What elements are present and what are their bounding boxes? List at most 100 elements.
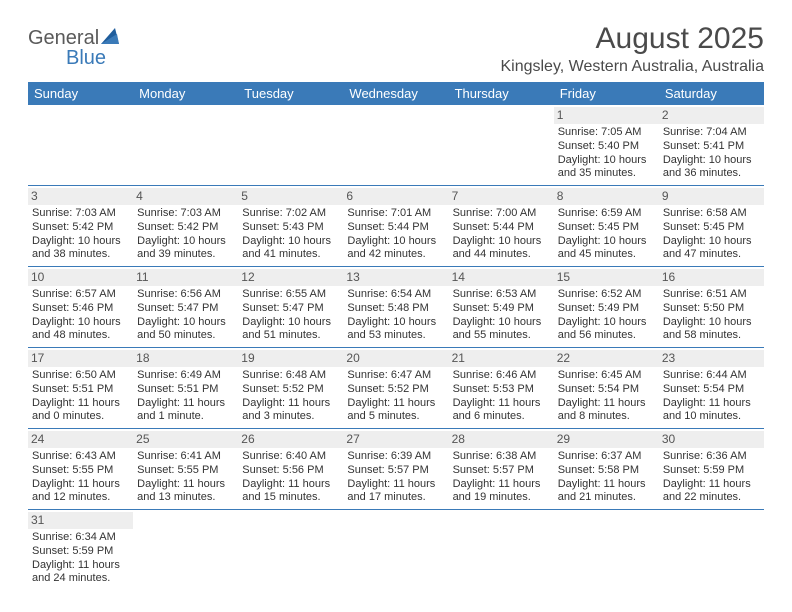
day-header: Saturday: [659, 82, 764, 105]
day-number: 12: [238, 269, 343, 286]
sunset-text: Sunset: 5:54 PM: [558, 383, 655, 397]
sunset-text: Sunset: 5:44 PM: [453, 221, 550, 235]
daylight-text: and 42 minutes.: [347, 248, 444, 262]
sunset-text: Sunset: 5:52 PM: [242, 383, 339, 397]
day-number: 31: [28, 512, 133, 529]
day-number: 22: [554, 350, 659, 367]
calendar-day-cell: 24Sunrise: 6:43 AMSunset: 5:55 PMDayligh…: [28, 429, 133, 510]
sunrise-text: Sunrise: 6:36 AM: [663, 450, 760, 464]
daylight-text: and 12 minutes.: [32, 491, 129, 505]
day-number: 27: [343, 431, 448, 448]
day-number: 29: [554, 431, 659, 448]
sunrise-text: Sunrise: 6:57 AM: [32, 288, 129, 302]
location-text: Kingsley, Western Australia, Australia: [500, 58, 764, 76]
sunset-text: Sunset: 5:47 PM: [242, 302, 339, 316]
calendar-day-cell: [28, 105, 133, 186]
calendar-day-cell: 7Sunrise: 7:00 AMSunset: 5:44 PMDaylight…: [449, 186, 554, 267]
calendar-day-cell: 26Sunrise: 6:40 AMSunset: 5:56 PMDayligh…: [238, 429, 343, 510]
day-number: 1: [554, 107, 659, 124]
daylight-text: Daylight: 10 hours: [347, 316, 444, 330]
header: General Blue August 2025 Kingsley, Weste…: [28, 22, 764, 76]
calendar-day-cell: [659, 510, 764, 591]
calendar-day-cell: 27Sunrise: 6:39 AMSunset: 5:57 PMDayligh…: [343, 429, 448, 510]
calendar-day-cell: [238, 510, 343, 591]
logo-text-general: General: [28, 27, 99, 49]
calendar-week-row: 17Sunrise: 6:50 AMSunset: 5:51 PMDayligh…: [28, 348, 764, 429]
daylight-text: Daylight: 10 hours: [663, 154, 760, 168]
day-header: Monday: [133, 82, 238, 105]
sunset-text: Sunset: 5:42 PM: [32, 221, 129, 235]
sunrise-text: Sunrise: 6:56 AM: [137, 288, 234, 302]
daylight-text: Daylight: 10 hours: [558, 154, 655, 168]
daylight-text: and 24 minutes.: [32, 572, 129, 586]
calendar-day-cell: 13Sunrise: 6:54 AMSunset: 5:48 PMDayligh…: [343, 267, 448, 348]
daylight-text: and 55 minutes.: [453, 329, 550, 343]
calendar-day-cell: 2Sunrise: 7:04 AMSunset: 5:41 PMDaylight…: [659, 105, 764, 186]
daylight-text: Daylight: 11 hours: [453, 397, 550, 411]
daylight-text: Daylight: 11 hours: [453, 478, 550, 492]
sunrise-text: Sunrise: 7:00 AM: [453, 207, 550, 221]
logo: General Blue: [28, 28, 123, 68]
day-number: 15: [554, 269, 659, 286]
sunrise-text: Sunrise: 7:05 AM: [558, 126, 655, 140]
sunset-text: Sunset: 5:43 PM: [242, 221, 339, 235]
sunrise-text: Sunrise: 6:51 AM: [663, 288, 760, 302]
sunset-text: Sunset: 5:48 PM: [347, 302, 444, 316]
day-number: 5: [238, 188, 343, 205]
calendar-week-row: 31Sunrise: 6:34 AMSunset: 5:59 PMDayligh…: [28, 510, 764, 591]
sunset-text: Sunset: 5:46 PM: [32, 302, 129, 316]
sunset-text: Sunset: 5:51 PM: [32, 383, 129, 397]
sunset-text: Sunset: 5:50 PM: [663, 302, 760, 316]
day-number: 19: [238, 350, 343, 367]
sunrise-text: Sunrise: 6:55 AM: [242, 288, 339, 302]
calendar-day-cell: [343, 510, 448, 591]
calendar-day-cell: 15Sunrise: 6:52 AMSunset: 5:49 PMDayligh…: [554, 267, 659, 348]
sunset-text: Sunset: 5:51 PM: [137, 383, 234, 397]
calendar-week-row: 3Sunrise: 7:03 AMSunset: 5:42 PMDaylight…: [28, 186, 764, 267]
sunset-text: Sunset: 5:42 PM: [137, 221, 234, 235]
daylight-text: Daylight: 10 hours: [347, 235, 444, 249]
calendar-day-cell: 5Sunrise: 7:02 AMSunset: 5:43 PMDaylight…: [238, 186, 343, 267]
sunrise-text: Sunrise: 6:37 AM: [558, 450, 655, 464]
day-header: Friday: [554, 82, 659, 105]
calendar-day-cell: [133, 510, 238, 591]
daylight-text: and 19 minutes.: [453, 491, 550, 505]
day-number: 10: [28, 269, 133, 286]
daylight-text: and 53 minutes.: [347, 329, 444, 343]
day-number: 17: [28, 350, 133, 367]
daylight-text: and 0 minutes.: [32, 410, 129, 424]
daylight-text: and 58 minutes.: [663, 329, 760, 343]
calendar-day-cell: 18Sunrise: 6:49 AMSunset: 5:51 PMDayligh…: [133, 348, 238, 429]
calendar-day-cell: 17Sunrise: 6:50 AMSunset: 5:51 PMDayligh…: [28, 348, 133, 429]
day-number: 8: [554, 188, 659, 205]
sunset-text: Sunset: 5:49 PM: [558, 302, 655, 316]
daylight-text: Daylight: 10 hours: [137, 316, 234, 330]
sunset-text: Sunset: 5:57 PM: [347, 464, 444, 478]
daylight-text: Daylight: 10 hours: [558, 316, 655, 330]
daylight-text: Daylight: 11 hours: [242, 478, 339, 492]
calendar-day-cell: 16Sunrise: 6:51 AMSunset: 5:50 PMDayligh…: [659, 267, 764, 348]
daylight-text: Daylight: 11 hours: [558, 478, 655, 492]
daylight-text: Daylight: 11 hours: [558, 397, 655, 411]
daylight-text: Daylight: 10 hours: [242, 235, 339, 249]
day-number: 26: [238, 431, 343, 448]
daylight-text: and 36 minutes.: [663, 167, 760, 181]
calendar-day-cell: 20Sunrise: 6:47 AMSunset: 5:52 PMDayligh…: [343, 348, 448, 429]
calendar-day-cell: 28Sunrise: 6:38 AMSunset: 5:57 PMDayligh…: [449, 429, 554, 510]
daylight-text: and 21 minutes.: [558, 491, 655, 505]
sunset-text: Sunset: 5:45 PM: [663, 221, 760, 235]
daylight-text: Daylight: 10 hours: [453, 316, 550, 330]
daylight-text: and 51 minutes.: [242, 329, 339, 343]
calendar-day-cell: 12Sunrise: 6:55 AMSunset: 5:47 PMDayligh…: [238, 267, 343, 348]
sunset-text: Sunset: 5:59 PM: [32, 545, 129, 559]
daylight-text: and 41 minutes.: [242, 248, 339, 262]
daylight-text: Daylight: 10 hours: [32, 235, 129, 249]
calendar-day-cell: [554, 510, 659, 591]
daylight-text: and 8 minutes.: [558, 410, 655, 424]
daylight-text: and 39 minutes.: [137, 248, 234, 262]
calendar-week-row: 24Sunrise: 6:43 AMSunset: 5:55 PMDayligh…: [28, 429, 764, 510]
sunrise-text: Sunrise: 6:39 AM: [347, 450, 444, 464]
sunrise-text: Sunrise: 6:38 AM: [453, 450, 550, 464]
sunrise-text: Sunrise: 6:44 AM: [663, 369, 760, 383]
day-number: 21: [449, 350, 554, 367]
